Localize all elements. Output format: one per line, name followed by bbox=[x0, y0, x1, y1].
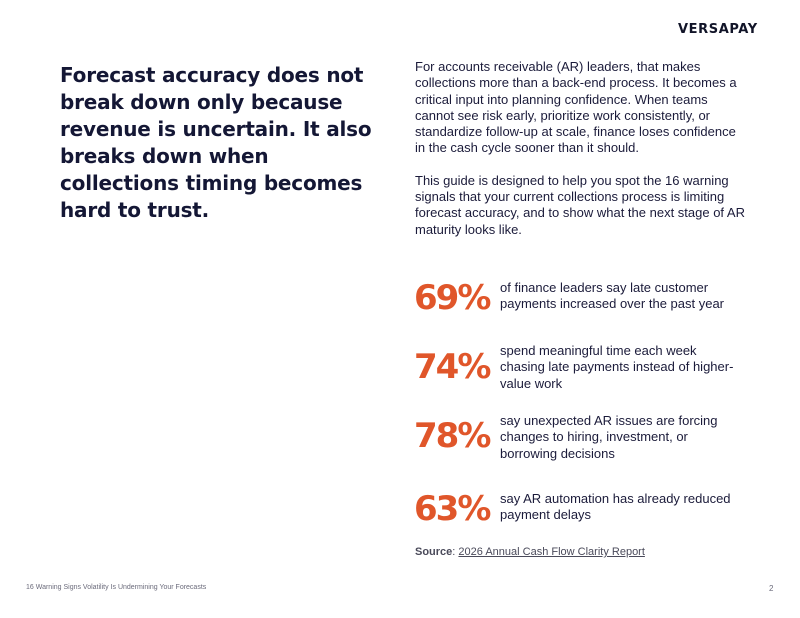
footer-document-title: 16 Warning Signs Volatility Is Undermini… bbox=[26, 584, 207, 591]
stat-value: 78% bbox=[414, 416, 491, 456]
stat-value: 69% bbox=[414, 278, 491, 318]
source-report-link[interactable]: 2026 Annual Cash Flow Clarity Report bbox=[458, 546, 645, 558]
page-number: 2 bbox=[769, 584, 774, 593]
source-label: Source bbox=[415, 546, 453, 558]
source-citation: Source: 2026 Annual Cash Flow Clarity Re… bbox=[415, 546, 645, 558]
stat-description: say unexpected AR issues are forcing cha… bbox=[500, 413, 718, 461]
intro-text: For accounts receivable (AR) leaders, th… bbox=[415, 59, 745, 254]
stat-value: 63% bbox=[414, 489, 491, 529]
stat-item-4: 63% say AR automation has already reduce… bbox=[414, 491, 754, 526]
intro-paragraph-2: This guide is designed to help you spot … bbox=[415, 172, 745, 237]
stat-description: say AR automation has already reduced pa… bbox=[500, 491, 731, 523]
stat-item-2: 74% spend meaningful time each week chas… bbox=[414, 343, 754, 392]
stat-description: spend meaningful time each week chasing … bbox=[500, 343, 734, 391]
intro-paragraph-1: For accounts receivable (AR) leaders, th… bbox=[415, 59, 737, 156]
stat-description: of finance leaders say late customer pay… bbox=[500, 280, 725, 312]
versapay-logo: VERSAPAY bbox=[678, 22, 758, 37]
stat-item-1: 69% of finance leaders say late customer… bbox=[414, 280, 754, 315]
stat-item-3: 78% say unexpected AR issues are forcing… bbox=[414, 413, 754, 462]
page-headline: Forecast accuracy does not break down on… bbox=[60, 63, 372, 222]
stat-value: 74% bbox=[414, 347, 491, 387]
source-separator: : bbox=[452, 546, 459, 558]
